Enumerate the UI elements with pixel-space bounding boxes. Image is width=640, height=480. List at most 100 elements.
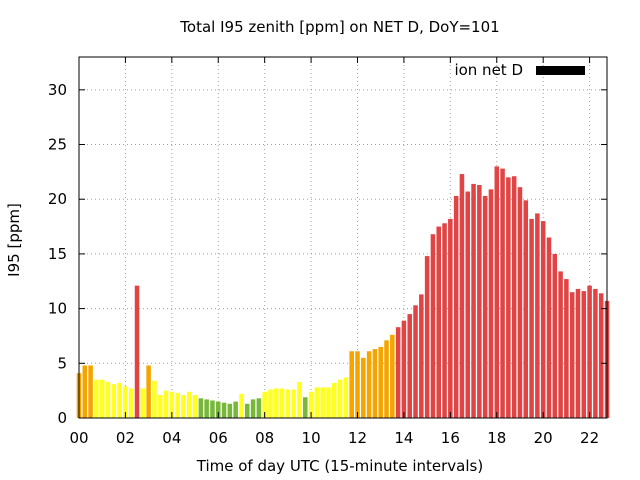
x-tick-label: 12 <box>348 429 367 447</box>
bar <box>227 403 233 418</box>
x-tick-label: 08 <box>255 429 274 447</box>
bar <box>442 223 447 418</box>
bar <box>355 351 360 418</box>
bar <box>575 288 581 418</box>
bar <box>279 388 285 418</box>
bar <box>361 357 366 418</box>
bar <box>448 218 453 418</box>
bar <box>163 390 169 418</box>
bar <box>546 237 552 418</box>
bar <box>192 395 198 418</box>
bar <box>221 402 227 418</box>
bar <box>535 213 540 418</box>
bar <box>152 380 157 418</box>
y-tick-label: 10 <box>48 300 67 318</box>
bar <box>465 191 471 418</box>
bar <box>303 397 308 418</box>
axis-ticks: 0 5 10 15 20 25 30 00 02 04 06 08 10 12 14 16 18 20 22 <box>48 57 607 447</box>
bar <box>99 379 105 418</box>
bar <box>320 387 325 418</box>
bar <box>314 387 320 418</box>
bar <box>198 398 204 418</box>
bar <box>146 365 151 418</box>
bar <box>134 285 140 418</box>
bar <box>245 403 250 418</box>
chart-title: Total I95 zenith [ppm] on NET D, DoY=101 <box>179 18 499 36</box>
bar-series <box>76 166 610 418</box>
bar <box>436 226 441 418</box>
bar <box>326 387 331 418</box>
x-tick-label: 04 <box>162 429 181 447</box>
bar <box>140 388 146 418</box>
bar <box>384 340 389 418</box>
bar <box>401 320 407 418</box>
bar <box>552 253 558 418</box>
bar <box>407 314 412 418</box>
bar <box>256 398 262 418</box>
bar <box>424 256 430 418</box>
bar <box>453 195 459 418</box>
bar <box>291 389 296 418</box>
bar <box>529 218 534 418</box>
bar <box>337 379 343 418</box>
bar <box>378 346 383 418</box>
x-tick-label: 14 <box>394 429 413 447</box>
bar <box>581 291 587 418</box>
bar <box>343 377 349 418</box>
bar <box>482 195 488 418</box>
bar <box>274 388 279 418</box>
bar <box>564 279 569 418</box>
bar <box>94 379 99 418</box>
bar <box>297 381 302 418</box>
bar <box>471 183 476 418</box>
bar <box>250 399 256 418</box>
legend-label: ion net D <box>454 61 523 79</box>
x-tick-label: 02 <box>116 429 135 447</box>
bar <box>419 294 424 418</box>
x-tick-label: 16 <box>441 429 460 447</box>
legend: ion net D <box>454 61 585 79</box>
bar <box>523 200 529 418</box>
x-tick-label: 10 <box>302 429 321 447</box>
bar <box>123 386 128 418</box>
bar <box>186 391 192 418</box>
bar <box>413 305 418 418</box>
x-tick-label: 00 <box>69 429 88 447</box>
bar <box>308 391 314 418</box>
x-tick-label: 20 <box>534 429 553 447</box>
bar <box>390 334 395 418</box>
bar <box>117 382 122 418</box>
y-tick-label: 15 <box>48 245 67 263</box>
bar <box>233 401 238 418</box>
bar <box>88 365 93 418</box>
bar <box>215 401 221 418</box>
bar <box>204 399 209 418</box>
bar <box>157 395 163 418</box>
bar <box>175 392 180 418</box>
bar <box>181 395 186 418</box>
bar <box>82 365 88 418</box>
bar <box>500 168 505 418</box>
bar <box>598 293 604 418</box>
bar <box>540 221 546 418</box>
bar <box>268 389 273 418</box>
y-tick-label: 20 <box>48 190 67 208</box>
bar <box>506 177 511 418</box>
bar <box>169 391 175 418</box>
bar <box>517 187 523 418</box>
y-tick-label: 25 <box>48 136 67 154</box>
y-axis-label: I95 [ppm] <box>5 203 23 277</box>
bar <box>569 292 575 418</box>
bar <box>210 400 215 418</box>
bar <box>349 351 354 418</box>
bar <box>285 389 291 418</box>
legend-swatch <box>536 66 585 75</box>
x-tick-label: 06 <box>209 429 228 447</box>
bar <box>558 271 563 418</box>
bar <box>111 384 117 418</box>
bar <box>488 189 494 418</box>
bar <box>587 285 592 418</box>
bar <box>395 327 401 418</box>
bar <box>459 174 465 418</box>
